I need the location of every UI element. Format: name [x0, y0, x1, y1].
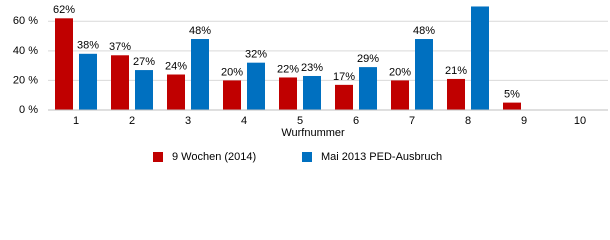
- data-label: 48%: [413, 25, 435, 37]
- y-tick-label: 60 %: [13, 15, 38, 27]
- bar: [55, 18, 73, 110]
- data-label: 37%: [109, 41, 131, 53]
- bar: [303, 75, 321, 110]
- data-label: 32%: [245, 49, 267, 61]
- bar: [279, 77, 297, 110]
- x-tick-label: 6: [353, 115, 359, 127]
- x-tick-label: 9: [521, 115, 527, 127]
- data-label: 48%: [189, 25, 211, 37]
- data-label: 29%: [357, 53, 379, 65]
- bar: [191, 39, 209, 110]
- bar: [247, 62, 265, 110]
- legend-swatch: [302, 152, 312, 162]
- data-label: 22%: [277, 63, 299, 75]
- x-tick-label: 2: [129, 115, 135, 127]
- chart: Wurfnummer 0 % 20 % 40 % 60 % 1 62% 38% 2 37%27%…: [13, 4, 608, 163]
- bar: [335, 84, 353, 110]
- bar: [111, 55, 129, 110]
- bar: [503, 102, 521, 110]
- y-tick-label: 0 %: [19, 104, 38, 116]
- x-tick-label: 4: [241, 115, 247, 127]
- x-tick-label: 10: [574, 115, 586, 127]
- bar: [79, 53, 97, 110]
- data-label: 27%: [133, 56, 155, 68]
- x-tick-label: 8: [465, 115, 471, 127]
- y-tick-label: 40 %: [13, 45, 38, 57]
- x-tick-label: 3: [185, 115, 191, 127]
- legend-swatch: [153, 152, 163, 162]
- bar: [167, 74, 185, 110]
- legend-label: 9 Wochen (2014): [172, 151, 256, 163]
- y-tick-label: 20 %: [13, 74, 38, 86]
- page: Wurfnummer 0 % 20 % 40 % 60 % 1 62% 38% 2 37% 27%…: [12, 4, 608, 163]
- legend-label: Mai 2013 PED-Ausbruch: [321, 151, 442, 163]
- data-label: 62%: [53, 4, 75, 16]
- x-tick-label: 1: [73, 115, 79, 127]
- x-axis-label: Wurfnummer: [281, 127, 345, 139]
- bar: [415, 39, 433, 110]
- bar: [223, 80, 241, 110]
- bar: [135, 70, 153, 110]
- data-label: 17%: [333, 71, 355, 83]
- bar: [471, 6, 489, 110]
- data-label: 38%: [77, 40, 99, 52]
- x-tick-label: 5: [297, 115, 303, 127]
- data-label: 20%: [389, 66, 411, 78]
- bar: [391, 80, 409, 110]
- data-label: 5%: [504, 89, 520, 101]
- data-label: 24%: [165, 60, 187, 72]
- data-label: 23%: [301, 62, 323, 74]
- bar: [359, 67, 377, 110]
- x-tick-label: 7: [409, 115, 415, 127]
- data-label: 21%: [445, 65, 467, 77]
- bar: [447, 78, 465, 110]
- data-label: 20%: [221, 66, 243, 78]
